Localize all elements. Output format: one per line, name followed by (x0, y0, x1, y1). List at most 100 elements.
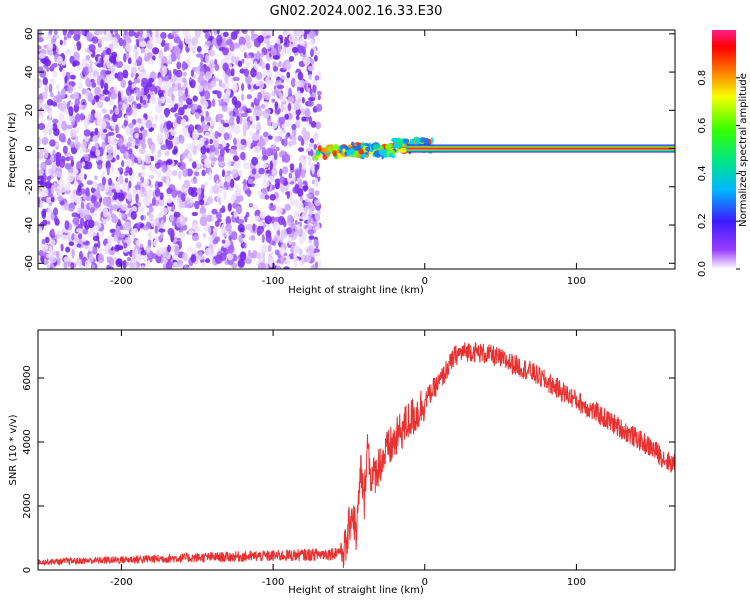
spectrogram-noise-cell (214, 130, 219, 139)
spectrogram-noise-cell (224, 74, 229, 83)
spectrogram-noise-cell (47, 118, 51, 125)
spectrogram-noise-cell (243, 178, 247, 187)
spectrogram-noise-cell (296, 30, 302, 38)
spectrogram-noise-cell (291, 123, 297, 130)
spectrogram-noise-cell (265, 63, 270, 71)
spectrogram-noise-cell (95, 192, 102, 200)
spectrogram-noise-cell (257, 262, 265, 269)
spectrogram-noise-cell (177, 82, 181, 91)
spectrogram-noise-cell (54, 30, 58, 36)
spectrogram-noise-cell (49, 78, 56, 84)
spectrogram-noise-cell (264, 215, 272, 225)
spectrogram-noise-cell (145, 178, 150, 186)
spectrogram-noise-cell (213, 140, 220, 149)
spectrogram-noise-cell (264, 194, 270, 200)
spectrogram-noise-cell (182, 77, 187, 83)
spectrogram-noise-cell (228, 116, 234, 126)
spectrogram-noise-cell (164, 131, 170, 139)
spectrogram-noise-cell (291, 241, 296, 247)
spectrogram-noise-cell (158, 197, 165, 207)
spectrogram-noise-cell (141, 129, 148, 138)
spectrogram-noise-cell (238, 169, 243, 177)
spectrogram-noise-cell (79, 217, 85, 227)
spectrogram-noise-cell (278, 116, 286, 125)
spectrogram-noise-cell (181, 60, 186, 71)
spectrogram-noise-cell (112, 150, 117, 158)
spectrogram-noise-cell (282, 138, 288, 147)
spectrogram-noise-cell (100, 35, 104, 45)
spectrogram-noise-cell (255, 81, 260, 87)
spectrogram-noise-cell (198, 137, 205, 147)
spectrogram-noise-cell (204, 195, 208, 200)
spectrogram-noise-cell (46, 124, 54, 130)
spectrogram-signal-cell (312, 154, 319, 161)
spectrogram-noise-cell (87, 219, 95, 229)
spectrogram-noise-cell (75, 113, 81, 123)
spectrogram-noise-cell (177, 162, 182, 168)
spectrogram-noise-cell (252, 132, 260, 142)
spectrogram-noise-cell (154, 87, 158, 95)
spectrogram-noise-cell (195, 241, 202, 249)
colorbar-tick-label: 0.4 (697, 165, 708, 181)
spectrogram-noise-cell (169, 53, 177, 62)
spectrogram-noise-cell (166, 187, 173, 195)
spectrogram-noise-cell (178, 170, 182, 180)
spectrogram-noise-cell (53, 34, 60, 40)
spectrogram-noise-cell (295, 115, 300, 121)
spectrogram-noise-cell (265, 108, 272, 114)
spectrogram-noise-cell (200, 184, 206, 189)
spectrogram-noise-cell (185, 149, 188, 154)
spectrogram-noise-cell (107, 32, 112, 41)
spectrogram-noise-cell (266, 70, 273, 78)
spectrogram-noise-cell (250, 106, 254, 112)
spectrogram-noise-cell (149, 207, 154, 213)
spectrogram-noise-cell (204, 90, 211, 100)
spectrogram-noise-cell (204, 131, 210, 137)
spectrogram-noise-cell (274, 237, 278, 242)
spectrogram-noise-cell (133, 52, 139, 60)
snr-ytick-label: 0 (22, 567, 33, 573)
spectrogram-xtick-label: -200 (110, 276, 133, 287)
spectrogram-noise-cell (38, 45, 42, 50)
spectrogram-noise-cell (124, 177, 129, 184)
spectrogram-noise-cell (275, 146, 280, 152)
spectrogram-noise-cell (267, 135, 273, 140)
spectrogram-noise-cell (206, 147, 210, 153)
spectrogram-noise-cell (261, 244, 269, 254)
spectrogram-noise-cell (228, 110, 234, 118)
spectrogram-noise-cell (171, 220, 176, 227)
spectrogram-noise-cell (87, 161, 92, 170)
spectrogram-noise-cell (268, 175, 275, 183)
spectrogram-noise-cell (134, 30, 138, 33)
spectrogram-noise-cell (195, 67, 200, 74)
spectrogram-noise-cell (186, 168, 193, 177)
spectrogram-noise-cell (59, 158, 66, 168)
spectrogram-noise-cell (106, 47, 112, 56)
spectrogram-noise-cell (296, 81, 302, 88)
spectrogram-noise-cell (272, 55, 280, 60)
spectrogram-noise-cell (288, 236, 293, 245)
spectrogram-noise-cell (151, 55, 156, 61)
spectrogram-noise-cell (221, 205, 226, 213)
spectrogram-noise-cell (117, 138, 124, 147)
spectrogram-noise-cell (279, 176, 286, 184)
spectrogram-noise-cell (166, 261, 173, 269)
spectrogram-noise-cell (282, 166, 289, 175)
spectrogram-noise-cell (302, 185, 309, 191)
spectrogram-noise-cell (209, 59, 215, 69)
spectrogram-noise-cell (63, 260, 68, 269)
spectrogram-noise-cell (143, 195, 148, 206)
colorbar-tick-label: 0.6 (697, 118, 708, 134)
spectrogram-noise-cell (83, 129, 91, 137)
spectrogram-noise-cell (52, 70, 58, 78)
spectrogram-noise-cell (79, 104, 87, 111)
spectrogram-noise-cell (252, 250, 258, 259)
spectrogram-noise-cell (105, 242, 113, 250)
spectrogram-noise-cell (104, 136, 109, 146)
spectrogram-noise-cell (247, 84, 252, 90)
spectrogram-noise-cell (74, 98, 81, 107)
spectrogram-noise-cell (106, 145, 114, 154)
spectrogram-noise-cell (183, 71, 187, 77)
spectrogram-noise-cell (167, 244, 171, 253)
spectrogram-noise-cell (257, 190, 263, 196)
